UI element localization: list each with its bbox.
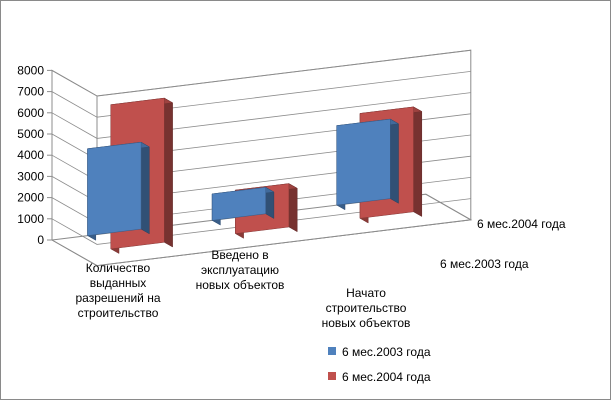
y-tick-label: 8000 [17,63,44,77]
gridline [51,71,471,118]
y-tick-label: 5000 [17,127,44,141]
y-tick-label: 2000 [17,191,44,205]
bar [335,118,400,211]
bar-front-face [336,118,391,206]
y-tick-label: 1000 [17,212,44,226]
legend-label: 6 мес.2004 года [342,370,431,384]
legend-entry: 6 мес.2004 года [328,370,431,384]
gridline [51,219,471,267]
legend-entry: 6 мес.2003 года [328,345,431,359]
series-depth-label: 6 мес.2004 года [477,217,566,231]
category-label: Введено в эксплуатацию новых объектов [196,248,285,292]
bars [86,97,423,254]
y-tick-label: 7000 [17,85,44,99]
y-tick-label: 4000 [17,148,44,162]
y-tick-label: 6000 [17,106,44,120]
series-depth-label: 6 мес.2003 года [440,257,529,271]
bar-side-face [390,118,399,204]
legend-swatch [328,347,336,355]
series-depth-labels: 6 мес.2003 года 6 мес.2004 года [425,193,566,271]
bar-front-face [87,141,142,236]
category-label: Количество выданных разрешений на строитель… [75,261,160,320]
legend-swatch [328,372,336,380]
bar [86,141,151,241]
bar-front-face [211,187,266,221]
bar-side-face [288,183,298,233]
y-tick-label: 0 [37,233,44,247]
category-label: Начато строительство новых объектов [322,286,411,330]
category-labels: Количество выданных разрешений на строитель… [75,248,410,330]
bar-side-face [413,106,423,217]
gridline [51,49,471,97]
gridline [51,92,471,139]
y-tick-labels: 0 1000 2000 3000 4000 5000 6000 7000 8000 [17,63,52,247]
y-tick-label: 3000 [17,169,44,183]
bar-side-face [164,97,173,248]
bar-side-face [140,141,150,235]
bar [211,186,275,226]
gridline [51,198,471,245]
legend: 6 мес.2003 года 6 мес.2004 года [328,345,431,384]
legend-label: 6 мес.2003 года [342,345,431,359]
depth-axis-line [425,193,472,221]
